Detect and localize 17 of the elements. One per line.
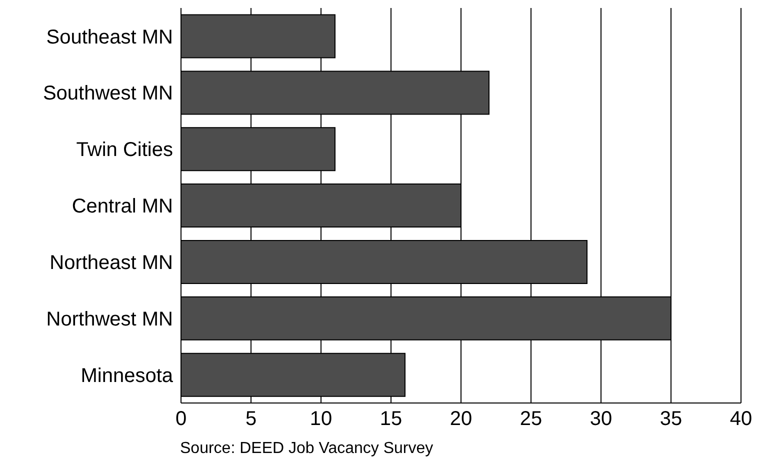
y-tick-label: Twin Cities (76, 139, 173, 162)
y-tick-label: Central MN (72, 196, 173, 218)
y-tick-label: Southwest MN (42, 82, 173, 105)
x-tick-label: 40 (730, 408, 752, 430)
x-tick-label: 15 (380, 408, 402, 430)
x-tick-label: 20 (450, 408, 472, 430)
y-tick-label: Northwest MN (46, 308, 173, 330)
x-tick-label: 10 (310, 408, 332, 430)
x-tick-label: 25 (520, 408, 542, 430)
x-tick-label: 35 (660, 408, 682, 430)
x-tick-label: 0 (175, 408, 187, 430)
y-tick-label: Minnesota (80, 364, 174, 387)
y-tick-label: Northeast MN (50, 252, 173, 274)
x-tick-label: 30 (590, 408, 612, 430)
source-note: Source: DEED Job Vacancy Survey (180, 440, 434, 458)
x-tick-label: 5 (245, 408, 257, 430)
y-tick-label: Southeast MN (46, 26, 173, 48)
